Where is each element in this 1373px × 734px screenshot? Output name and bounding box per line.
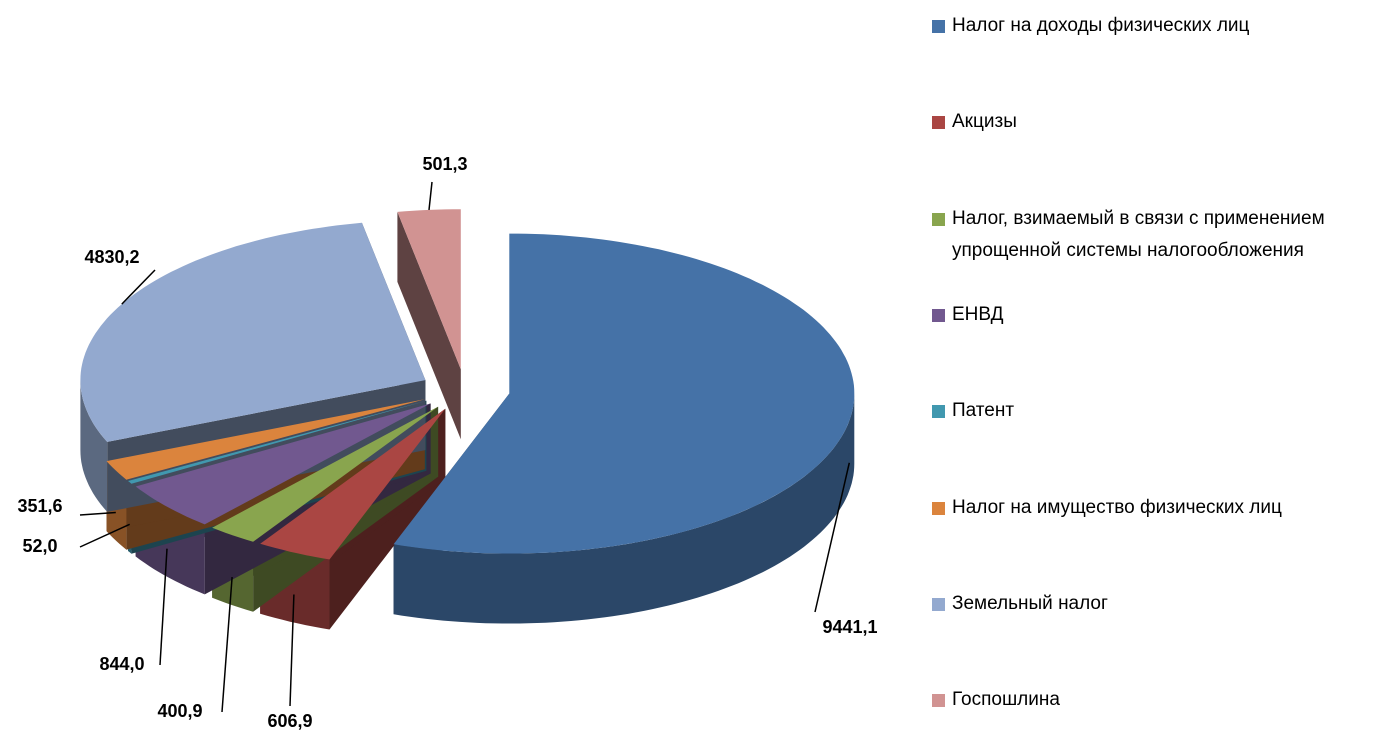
slice: [106, 399, 425, 480]
legend-swatch: [932, 212, 945, 226]
legend-swatch: [932, 405, 945, 419]
legend-label: Налог, взимаемый в связи с применением у…: [952, 207, 1325, 261]
leader-line: [289, 594, 295, 707]
data-label: 52,0: [22, 536, 57, 556]
legend-item: Налог, взимаемый в связи с применением у…: [932, 203, 1367, 267]
legend-swatch: [932, 20, 945, 33]
leader-line: [814, 462, 851, 613]
slice: [397, 209, 461, 370]
data-label: 400,9: [157, 701, 202, 721]
legend-item: Налог на имущество физических лиц: [932, 492, 1367, 524]
legend-swatch: [932, 116, 945, 130]
legend-label: Акцизы: [952, 111, 1017, 133]
data-label: 4830,2: [84, 247, 139, 267]
data-label: 351,6: [17, 496, 62, 516]
legend-item: Акцизы: [932, 106, 1367, 138]
legend-swatch: [932, 308, 945, 322]
legend-item: Земельный налог: [932, 588, 1367, 620]
legend-swatch: [932, 694, 945, 708]
leader-line: [79, 523, 131, 548]
legend-item: ЕНВД: [932, 299, 1367, 331]
slice: [260, 408, 446, 560]
slice-wall: [393, 393, 855, 624]
slice-side: [397, 211, 461, 440]
leader-line: [121, 269, 156, 305]
leader-line: [79, 511, 116, 516]
data-label: 606,9: [267, 711, 312, 731]
legend-item: Налог на доходы физических лиц: [932, 10, 1367, 42]
leader-line: [221, 577, 233, 713]
slice-wall: [80, 380, 108, 512]
leader-line: [159, 548, 168, 666]
legend-label: ЕНВД: [952, 303, 1004, 325]
legend-label: Налог на доходы физических лиц: [952, 15, 1250, 36]
slice: [393, 233, 855, 554]
slice: [128, 400, 427, 484]
legend-label: Госпошлина: [952, 689, 1060, 711]
legend-swatch: [932, 597, 945, 611]
legend-label: Земельный налог: [952, 592, 1108, 614]
data-label: 501,3: [422, 154, 467, 174]
slice: [80, 222, 426, 442]
legend-item: Патент: [932, 395, 1367, 427]
data-label: 9441,1: [822, 617, 877, 637]
legend-item: Госпошлина: [932, 684, 1367, 716]
legend-label: Патент: [952, 400, 1015, 422]
slice: [135, 403, 431, 525]
legend-label: Налог на имущество физических лиц: [952, 496, 1282, 518]
data-label: 844,0: [99, 654, 144, 674]
chart: 9441,1 606,9 400,9 844,0 52,0 351,6 4830,2 501,…: [17, 154, 877, 731]
slice: [212, 406, 439, 542]
legend-swatch: [932, 501, 945, 515]
leader-line: [428, 181, 433, 210]
